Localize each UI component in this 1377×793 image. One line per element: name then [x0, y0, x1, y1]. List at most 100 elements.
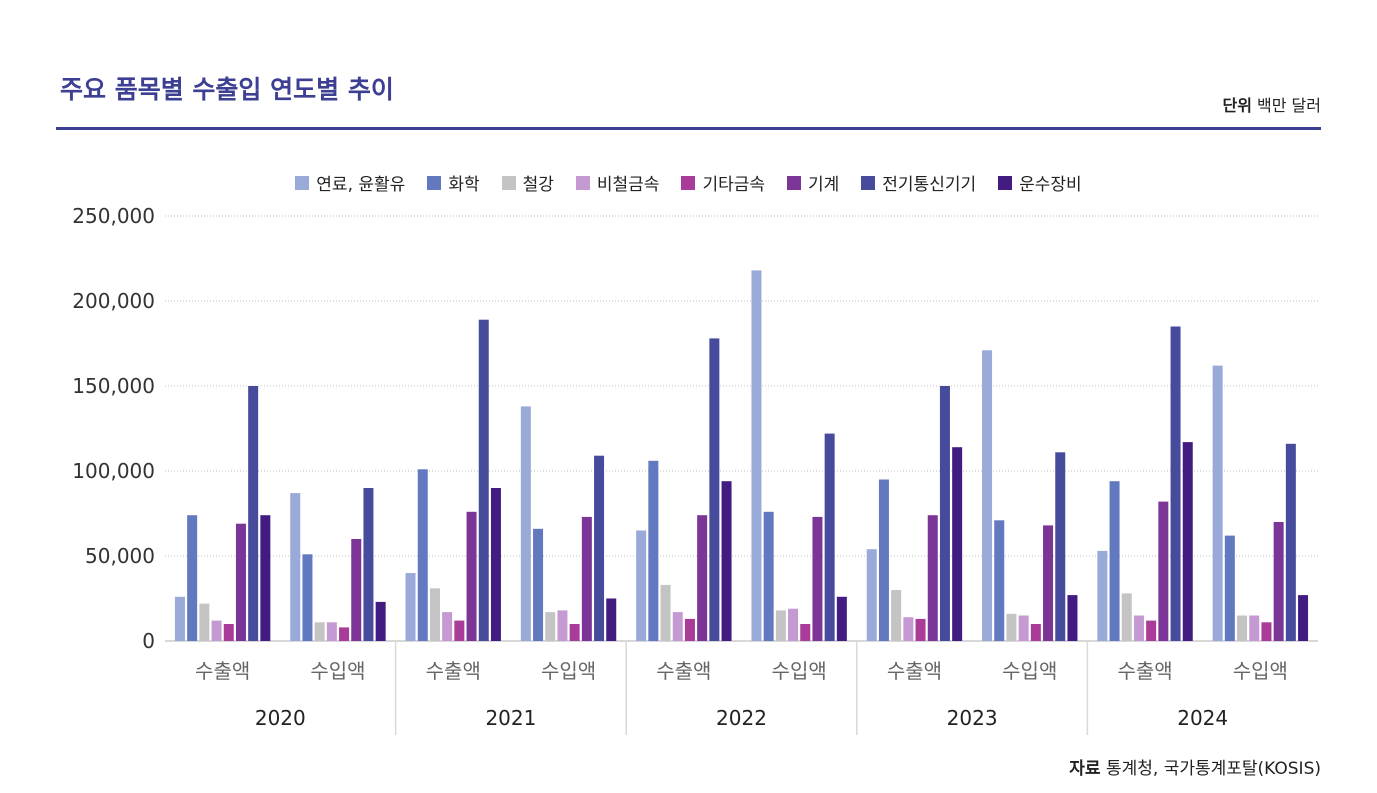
category-label: 수출액	[887, 659, 942, 683]
bar	[1067, 595, 1078, 641]
bar	[1237, 615, 1248, 641]
bar	[1273, 522, 1284, 641]
bar	[1182, 442, 1193, 641]
bar	[697, 515, 708, 641]
bar	[199, 603, 210, 641]
bar	[302, 554, 313, 641]
bar	[466, 511, 477, 641]
bar	[174, 596, 185, 641]
bar	[1261, 622, 1272, 641]
legend-label: 운수장비	[1019, 175, 1082, 195]
bar	[248, 386, 259, 641]
bar	[545, 612, 556, 641]
bar	[581, 516, 592, 641]
source-note: 자료 통계청, 국가통계포탈(KOSIS)	[1069, 754, 1321, 779]
source-label: 자료	[1069, 759, 1101, 779]
legend-item: 연료, 윤활유	[295, 170, 405, 195]
bar	[709, 338, 720, 641]
bar	[636, 530, 647, 641]
y-tick-label: 100,000	[72, 459, 155, 483]
title-divider	[56, 127, 1321, 130]
bar	[927, 515, 938, 641]
bar	[866, 549, 877, 641]
bar	[314, 622, 325, 641]
legend-item: 전기통신기기	[861, 170, 976, 195]
legend-label: 기타금속	[702, 175, 765, 195]
legend-item: 화학	[427, 170, 480, 195]
bar	[824, 433, 835, 641]
bar	[442, 612, 453, 641]
bar	[223, 624, 234, 641]
bar	[1055, 452, 1066, 641]
bar	[260, 515, 271, 641]
bar	[363, 488, 374, 641]
bar	[1285, 443, 1296, 641]
bar	[235, 523, 246, 641]
bar	[606, 598, 617, 641]
legend-swatch	[998, 175, 1013, 190]
legend-item: 철강	[501, 170, 554, 195]
bar	[721, 481, 732, 641]
legend-label: 연료, 윤활유	[316, 175, 406, 195]
bar	[211, 620, 222, 641]
category-label: 수입액	[310, 659, 365, 683]
year-label: 2022	[716, 706, 767, 730]
legend-item: 기타금속	[681, 170, 765, 195]
bar	[429, 588, 440, 641]
category-label: 수출액	[656, 659, 711, 683]
bar	[812, 516, 823, 641]
bar	[994, 520, 1005, 641]
y-tick-label: 200,000	[72, 289, 155, 313]
legend-swatch	[861, 175, 876, 190]
legend-item: 비철금속	[575, 170, 659, 195]
legend-swatch	[427, 175, 442, 190]
legend-item: 기계	[787, 170, 839, 195]
bar	[891, 590, 902, 641]
category-label: 수입액	[1002, 659, 1057, 683]
chart-title: 주요 품목별 수출입 연도별 추이	[60, 75, 394, 104]
y-tick-label: 50,000	[85, 544, 155, 568]
bar	[1158, 501, 1169, 641]
bar	[1298, 595, 1309, 641]
y-tick-label: 250,000	[72, 204, 155, 228]
legend-swatch	[681, 175, 696, 190]
bar	[187, 515, 198, 641]
bar	[684, 618, 695, 641]
legend-swatch	[787, 175, 801, 190]
bar	[1006, 613, 1017, 641]
bar	[788, 608, 799, 641]
bar	[836, 596, 847, 641]
bar	[1146, 620, 1157, 641]
legend-label: 철강	[522, 175, 554, 195]
year-label: 2024	[1177, 706, 1228, 730]
bar	[1212, 365, 1223, 641]
legend-swatch	[575, 175, 590, 190]
bar	[878, 479, 889, 641]
bar	[939, 386, 950, 641]
legend: 연료, 윤활유 화학 철강 비철금속 기타금속 기계 전기통신기기 운수장비	[0, 170, 1377, 195]
bar	[1043, 525, 1054, 641]
bar	[1133, 615, 1144, 641]
bar	[1097, 550, 1108, 641]
category-label: 수출액	[195, 659, 250, 683]
category-label: 수입액	[1233, 659, 1288, 683]
bar	[326, 622, 337, 641]
unit-note: 단위 백만 달러	[1222, 92, 1321, 116]
bar	[903, 617, 914, 641]
category-label: 수출액	[1117, 659, 1172, 683]
bar	[800, 624, 811, 641]
legend-label: 전기통신기기	[882, 175, 977, 195]
legend-label: 기계	[808, 175, 840, 195]
bar	[915, 618, 926, 641]
unit-label: 단위	[1222, 96, 1252, 115]
bar	[405, 573, 416, 641]
unit-value: 백만 달러	[1257, 96, 1321, 115]
bar	[751, 270, 762, 641]
bar	[569, 624, 580, 641]
bar	[375, 601, 386, 641]
bar	[952, 447, 963, 641]
legend-swatch	[501, 175, 516, 190]
year-label: 2020	[255, 706, 306, 730]
bar	[417, 469, 428, 641]
